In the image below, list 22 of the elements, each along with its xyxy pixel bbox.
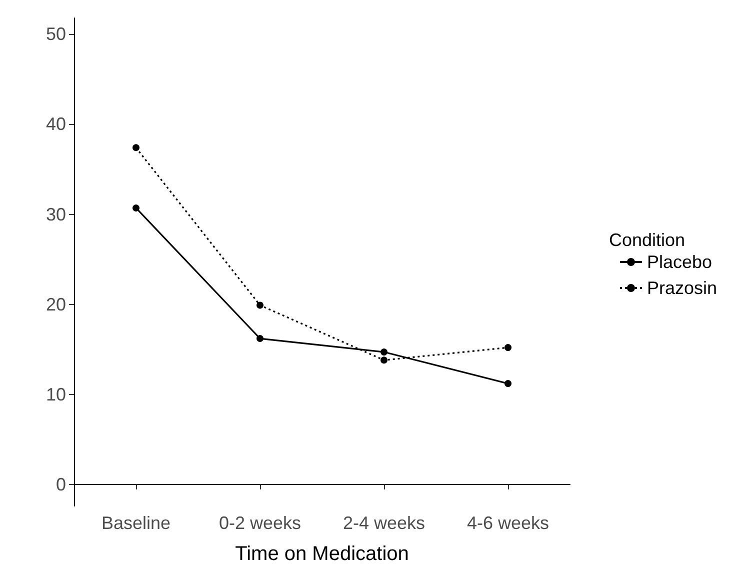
point (504, 344, 512, 352)
x-tick-label: 2-4 weeks (342, 513, 426, 533)
y-tick-label: 40 (46, 114, 66, 134)
point (132, 204, 140, 212)
y-tick-label: 10 (46, 384, 66, 404)
x-axis-title: Time on Medication (235, 543, 409, 565)
point (256, 302, 264, 309)
y-tick-label: 50 (46, 24, 66, 44)
x-tick-label: Baseline (101, 513, 171, 533)
point (504, 380, 512, 388)
legend-title: Condition (608, 230, 686, 250)
y-tick-label: 0 (56, 474, 66, 494)
point (380, 356, 388, 364)
legend-label: Prazosin (646, 278, 717, 298)
y-tick-label: 30 (46, 204, 66, 224)
point (256, 335, 264, 342)
point (380, 348, 388, 356)
legend-label: Placebo (646, 252, 712, 272)
y-tick-label: 20 (46, 294, 66, 314)
x-tick-label: 4-6 weeks (466, 513, 550, 533)
x-tick-label: 0-2 weeks (218, 513, 302, 533)
point (132, 144, 140, 152)
